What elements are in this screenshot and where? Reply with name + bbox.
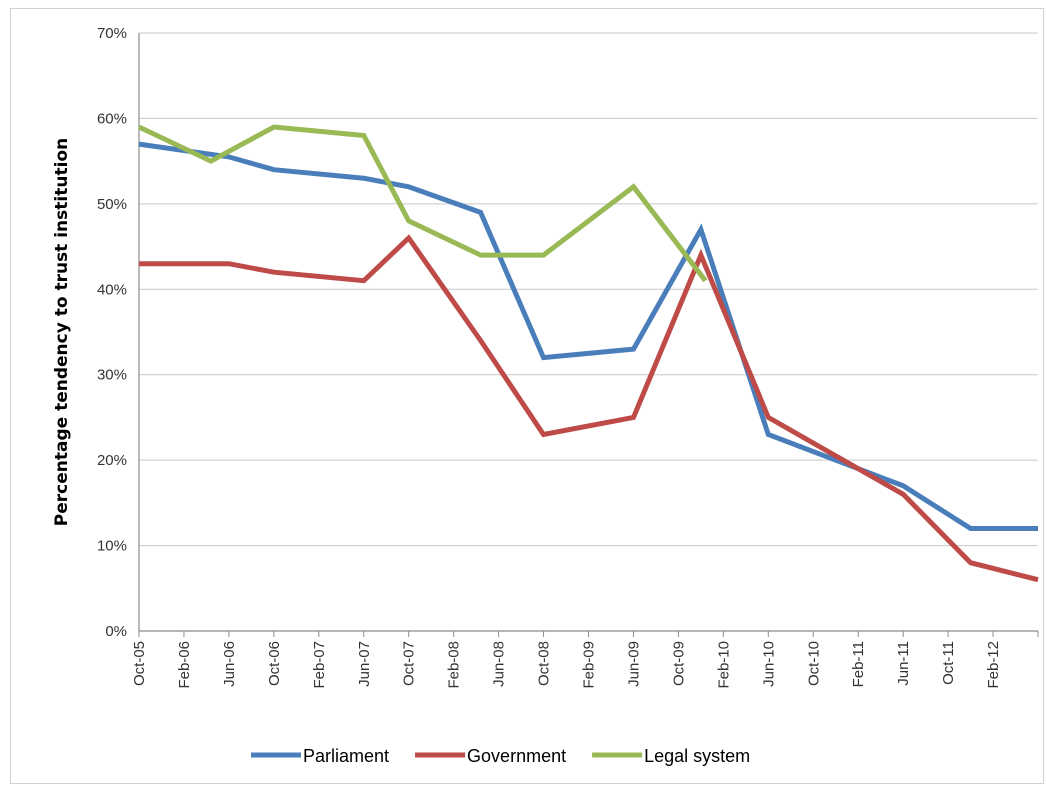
y-tick-labels: 0% 10% 20% 30% 40% 50% 60% 70%: [97, 25, 127, 640]
y-tick-label: 0%: [105, 623, 127, 640]
x-tick-label: Oct-05: [131, 641, 148, 686]
series-lines: [137, 124, 1039, 583]
y-tick-label: 10%: [97, 538, 127, 555]
x-tick-labels: Oct-05 Feb-06 Jun-06 Oct-06 Feb-07 Jun-07 Oct-…: [131, 641, 1002, 689]
y-tick-label: 60%: [97, 110, 127, 127]
x-tick-label: Oct-08: [536, 641, 553, 686]
y-tick-label: 50%: [97, 196, 127, 213]
x-tick-label: Jun-06: [221, 641, 238, 687]
x-tick-label: Feb-10: [715, 641, 732, 689]
y-tick-label: 30%: [97, 367, 127, 384]
x-tick-label: Jun-11: [895, 641, 912, 686]
series-line: [137, 124, 708, 283]
x-tick-label: Jun-09: [625, 641, 642, 687]
chart-frame: [10, 8, 1044, 784]
x-tick-label: Feb-11: [850, 641, 867, 687]
axes: [138, 33, 1039, 637]
y-tick-label: 20%: [97, 452, 127, 469]
x-tick-label: Feb-06: [176, 641, 193, 689]
x-tick-label: Oct-09: [670, 641, 687, 686]
series-line: [139, 234, 1039, 583]
x-tick-label: Feb-08: [446, 641, 463, 689]
legend: Parliament Government Legal system: [251, 746, 750, 766]
y-tick-label: 70%: [97, 25, 127, 42]
legend-label: Government: [467, 746, 566, 766]
x-tick-label: Oct-10: [805, 641, 822, 686]
x-tick-label: Oct-07: [401, 641, 418, 686]
y-axis-label: Percentage tendency to trust institution: [52, 138, 72, 526]
x-tick-label: Oct-11: [940, 641, 957, 685]
series-line: [138, 141, 1038, 531]
x-tick-label: Jun-07: [356, 641, 373, 687]
legend-label: Parliament: [303, 746, 389, 766]
grid-lines: [139, 32, 1038, 547]
legend-label: Legal system: [644, 746, 750, 766]
x-tick-label: Jun-08: [491, 641, 508, 687]
x-tick-label: Feb-07: [311, 641, 328, 689]
x-tick-label: Jun-10: [760, 641, 777, 687]
x-tick-label: Feb-12: [985, 641, 1002, 689]
y-tick-label: 40%: [97, 281, 127, 298]
x-tick-label: Oct-06: [266, 641, 283, 686]
x-tick-label: Feb-09: [581, 641, 598, 689]
